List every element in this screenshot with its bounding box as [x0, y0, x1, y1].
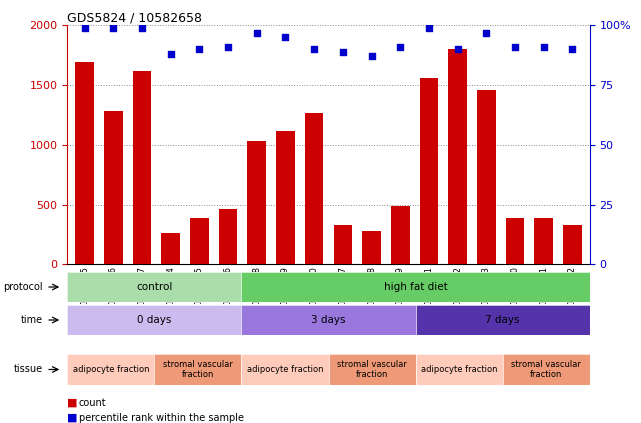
- Text: stromal vascular
fraction: stromal vascular fraction: [512, 360, 581, 379]
- Bar: [219, 209, 237, 264]
- Bar: [333, 225, 352, 264]
- Point: [567, 46, 578, 53]
- Bar: [477, 90, 495, 264]
- Point: [165, 51, 176, 58]
- Text: adipocyte fraction: adipocyte fraction: [72, 365, 149, 374]
- Text: count: count: [79, 398, 106, 408]
- Point: [338, 48, 348, 55]
- Bar: [448, 49, 467, 264]
- Text: protocol: protocol: [3, 282, 43, 292]
- Text: adipocyte fraction: adipocyte fraction: [421, 365, 497, 374]
- Bar: [305, 113, 324, 264]
- Bar: [276, 131, 295, 264]
- Text: stromal vascular
fraction: stromal vascular fraction: [163, 360, 233, 379]
- Text: ■: ■: [67, 413, 78, 423]
- Bar: [190, 218, 209, 264]
- Bar: [563, 225, 582, 264]
- Bar: [247, 141, 266, 264]
- Text: stromal vascular
fraction: stromal vascular fraction: [337, 360, 407, 379]
- Point: [510, 44, 520, 50]
- Text: 0 days: 0 days: [137, 315, 172, 325]
- Bar: [133, 71, 151, 264]
- Text: tissue: tissue: [14, 365, 43, 374]
- Text: time: time: [21, 315, 43, 325]
- Bar: [362, 231, 381, 264]
- Point: [223, 44, 233, 50]
- Point: [137, 25, 147, 31]
- Bar: [535, 218, 553, 264]
- Text: 7 days: 7 days: [485, 315, 520, 325]
- Point: [395, 44, 405, 50]
- Bar: [506, 218, 524, 264]
- Point: [194, 46, 204, 53]
- Point: [252, 29, 262, 36]
- Bar: [391, 206, 410, 264]
- Bar: [75, 63, 94, 264]
- Text: adipocyte fraction: adipocyte fraction: [247, 365, 323, 374]
- Point: [481, 29, 492, 36]
- Point: [309, 46, 319, 53]
- Text: percentile rank within the sample: percentile rank within the sample: [79, 413, 244, 423]
- Point: [108, 25, 119, 31]
- Text: control: control: [136, 282, 172, 292]
- Point: [280, 34, 290, 41]
- Bar: [420, 78, 438, 264]
- Text: ■: ■: [67, 398, 78, 408]
- Text: 3 days: 3 days: [312, 315, 345, 325]
- Point: [453, 46, 463, 53]
- Text: high fat diet: high fat diet: [384, 282, 447, 292]
- Point: [424, 25, 434, 31]
- Text: GDS5824 / 10582658: GDS5824 / 10582658: [67, 11, 203, 24]
- Point: [79, 25, 90, 31]
- Point: [538, 44, 549, 50]
- Point: [367, 53, 377, 60]
- Bar: [162, 233, 180, 264]
- Bar: [104, 111, 122, 264]
